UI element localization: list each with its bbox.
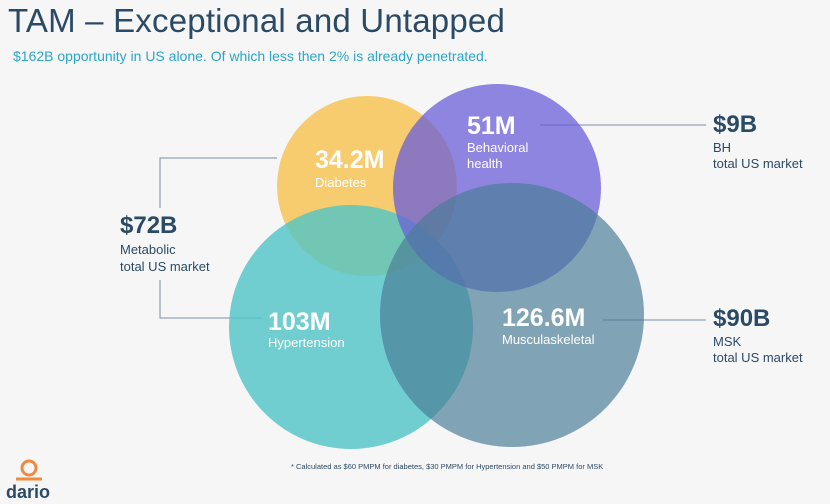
page-subtitle: $162B opportunity in US alone. Of which … bbox=[13, 48, 488, 64]
dario-logo-text: dario bbox=[6, 482, 51, 502]
hypertension-value: 103M bbox=[268, 308, 331, 336]
metabolic-market-amount: $72B bbox=[120, 212, 178, 239]
msk-market-name: MSK bbox=[713, 334, 742, 349]
behavioral-value: 51M bbox=[467, 112, 516, 140]
bh-market-amount: $9B bbox=[713, 111, 758, 138]
hypertension-label: Hypertension bbox=[268, 335, 345, 350]
msk-value: 126.6M bbox=[502, 304, 586, 332]
metabolic-market-sub: total US market bbox=[120, 259, 210, 274]
page-title: TAM – Exceptional and Untapped bbox=[8, 2, 506, 39]
footnote: * Calculated as $60 PMPM for diabetes, $… bbox=[291, 462, 604, 471]
behavioral-label-line1: Behavioral bbox=[467, 140, 529, 155]
msk-circle bbox=[380, 183, 644, 447]
dario-logo-icon bbox=[16, 459, 42, 481]
diabetes-value: 34.2M bbox=[315, 146, 385, 174]
metabolic-connector-line bbox=[159, 157, 277, 208]
behavioral-label-line2: health bbox=[467, 156, 503, 171]
metabolic-market-name: Metabolic bbox=[120, 242, 176, 257]
msk-market-amount: $90B bbox=[713, 305, 771, 332]
msk-market-sub: total US market bbox=[713, 350, 803, 365]
metabolic-connector-line-lower bbox=[159, 280, 262, 319]
diabetes-label: Diabetes bbox=[315, 175, 367, 190]
msk-label: Musculaskeletal bbox=[502, 332, 595, 347]
bh-market-name: BH bbox=[713, 140, 732, 155]
bh-market-sub: total US market bbox=[713, 156, 803, 171]
